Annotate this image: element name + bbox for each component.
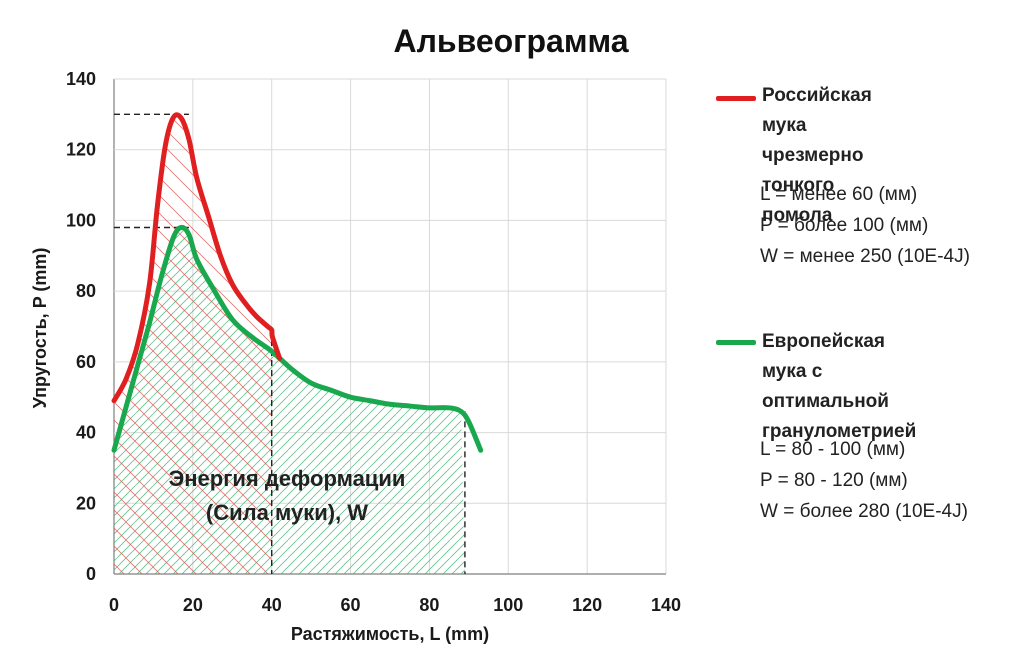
legend-prop-red-l: L = менее 60 (мм)	[760, 184, 918, 205]
legend-prop-green-w: W = более 280 (10E-4J)	[760, 501, 968, 522]
legend-title-red-line-2: чрезмерно тонкого	[762, 145, 864, 196]
legend-prop-red-w: W = менее 250 (10E-4J)	[760, 246, 970, 267]
x-tick-label-120: 120	[572, 595, 602, 615]
legend-swatch-green	[716, 340, 756, 345]
hatched-areas	[114, 117, 465, 575]
series-line-russian-flour	[111, 112, 283, 404]
y-tick-labels: 0 20 40 60 80 100 120 140	[66, 69, 96, 584]
y-axis-label: Упругость, P (mm)	[30, 248, 50, 409]
y-tick-label-40: 40	[76, 423, 96, 443]
x-axis-label: Растяжимость, L (mm)	[291, 624, 489, 644]
x-tick-label-100: 100	[493, 595, 523, 615]
chart-title: Альвеограмма	[393, 23, 628, 59]
legend-prop-green-p: P = 80 - 120 (мм)	[760, 470, 908, 491]
y-tick-label-120: 120	[66, 140, 96, 160]
annotation-line-2: (Сила муки), W	[206, 500, 368, 525]
y-tick-label-20: 20	[76, 493, 96, 513]
legend-prop-green-l: L = 80 - 100 (мм)	[760, 439, 906, 460]
x-tick-label-60: 60	[341, 595, 361, 615]
red-energy-area	[114, 117, 272, 575]
x-tick-label-20: 20	[183, 595, 203, 615]
series-lines	[111, 112, 484, 453]
legend-title-red-line-1: Российская мука	[762, 85, 872, 136]
x-tick-labels: 0 20 40 60 80 100 120 140	[109, 595, 681, 615]
annotation-line-1: Энергия деформации	[169, 466, 406, 491]
y-tick-label-60: 60	[76, 352, 96, 372]
legend-title-green-line-3: гранулометрией	[762, 421, 917, 442]
legend-props-red: L = менее 60 (мм) P = более 100 (мм) W =…	[760, 179, 970, 272]
x-tick-label-140: 140	[651, 595, 681, 615]
legend-title-green-line-2: оптимальной	[762, 391, 889, 412]
series-line-european-flour	[111, 224, 484, 453]
legend-swatch-red	[716, 96, 756, 101]
legend-title-red-line-3: помола	[762, 205, 833, 226]
x-tick-label-40: 40	[262, 595, 282, 615]
x-tick-label-80: 80	[419, 595, 439, 615]
y-tick-label-100: 100	[66, 210, 96, 230]
y-tick-label-80: 80	[76, 281, 96, 301]
y-tick-label-140: 140	[66, 69, 96, 89]
y-tick-label-0: 0	[86, 564, 96, 584]
legend-title-green-line-1: Европейская мука с	[762, 331, 886, 382]
legend-title-red: Российская мука чрезмерно тонкого помола	[762, 81, 872, 231]
legend-title-green: Европейская мука с оптимальной грануломе…	[762, 327, 916, 447]
x-tick-label-0: 0	[109, 595, 119, 615]
legend-props-green: L = 80 - 100 (мм) P = 80 - 120 (мм) W = …	[760, 434, 968, 527]
legend-prop-red-p: P = более 100 (мм)	[760, 215, 929, 236]
